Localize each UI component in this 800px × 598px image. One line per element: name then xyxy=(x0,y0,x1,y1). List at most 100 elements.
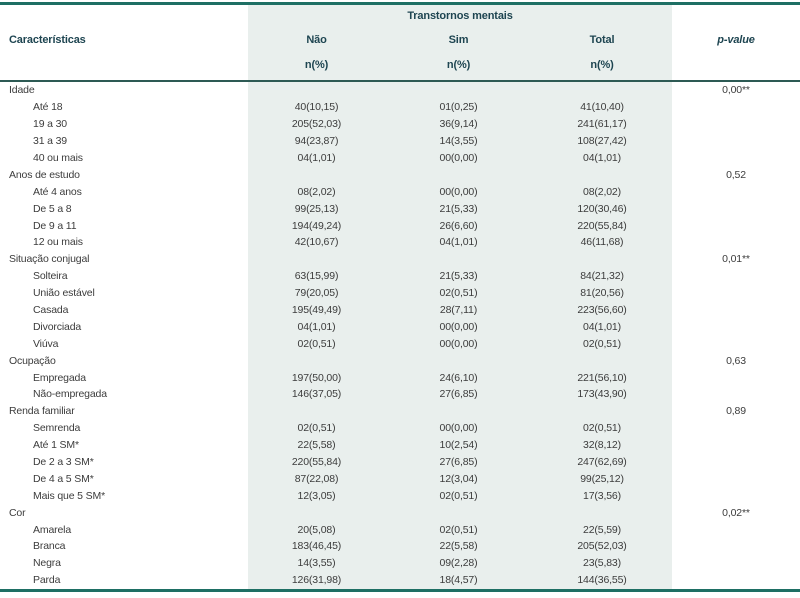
cell-sim: 01(0,25) xyxy=(439,101,478,114)
cell-sim: 24(6,10) xyxy=(439,371,478,384)
cell-total: 173(43,90) xyxy=(577,388,627,401)
cell-total: 32(8,12) xyxy=(583,439,621,452)
table-row: Casada 195(49,49) 28(7,11) 223(56,60) xyxy=(0,302,800,319)
row-label: Situação conjugal xyxy=(9,253,90,266)
cell-sim: 22(5,58) xyxy=(439,540,478,553)
cell-total: 247(62,69) xyxy=(577,456,627,469)
cell-p-value: 0,89 xyxy=(726,405,746,418)
row-label: Cor xyxy=(9,506,26,519)
row-label: Não-empregada xyxy=(33,388,107,401)
cell-nao: 195(49,49) xyxy=(291,304,342,317)
cell-sim: 02(0,51) xyxy=(439,489,478,502)
cell-total: 02(0,51) xyxy=(583,337,621,350)
row-label: De 9 a 11 xyxy=(33,219,77,232)
column-header-nao: Não xyxy=(306,34,327,46)
cell-total: 02(0,51) xyxy=(583,422,621,435)
row-label: Renda familiar xyxy=(9,405,75,418)
cell-total: 46(11,68) xyxy=(580,236,624,249)
row-label: 31 a 39 xyxy=(33,135,67,148)
subheader-total-npct: n(%) xyxy=(590,59,614,71)
cell-sim: 00(0,00) xyxy=(439,320,478,333)
table-row: De 5 a 8 99(25,13) 21(5,33) 120(30,46) xyxy=(0,200,800,217)
cell-nao: 12(3,05) xyxy=(297,489,336,502)
table-row: Branca 183(46,45) 22(5,58) 205(52,03) xyxy=(0,538,800,555)
cell-sim: 00(0,00) xyxy=(439,152,478,164)
header-separator-rule xyxy=(0,80,800,82)
group-header-transtornos-mentais: Transtornos mentais xyxy=(407,10,513,22)
table-row: Amarela 20(5,08) 02(0,51) 22(5,59) xyxy=(0,521,800,538)
cell-total: 221(56,10) xyxy=(577,371,627,384)
cell-sim: 36(9,14) xyxy=(439,118,478,131)
cell-p-value: 0,01** xyxy=(722,253,750,266)
cell-nao: 20(5,08) xyxy=(297,523,336,536)
row-label: De 5 a 8 xyxy=(33,202,72,215)
table-row: Semrenda 02(0,51) 00(0,00) 02(0,51) xyxy=(0,420,800,437)
row-label: Parda xyxy=(33,574,61,587)
cell-total: 84(21,32) xyxy=(580,270,624,283)
table-row: Negra 14(3,55) 09(2,28) 23(5,83) xyxy=(0,555,800,572)
row-label: Semrenda xyxy=(33,422,81,435)
column-header-total: Total xyxy=(589,34,615,46)
cell-sim: 18(4,57) xyxy=(439,574,478,587)
table-row: 19 a 30 205(52,03) 36(9,14) 241(61,17) xyxy=(0,116,800,133)
table-section-row: Ocupação 0,63 xyxy=(0,352,800,369)
cell-sim: 02(0,51) xyxy=(439,523,478,536)
table-row: Empregada 197(50,00) 24(6,10) 221(56,10) xyxy=(0,369,800,386)
row-label: Idade xyxy=(9,84,35,97)
cell-sim: 27(6,85) xyxy=(439,456,478,469)
cell-sim: 12(3,04) xyxy=(439,472,478,485)
table-row: Parda 126(31,98) 18(4,57) 144(36,55) xyxy=(0,572,800,589)
cell-nao: 04(1,01) xyxy=(297,152,336,164)
cell-nao: 99(25,13) xyxy=(294,202,339,215)
table-row: Viúva 02(0,51) 00(0,00) 02(0,51) xyxy=(0,335,800,352)
cell-sim: 00(0,00) xyxy=(439,185,478,198)
column-shading-band xyxy=(248,5,672,589)
cell-nao: 183(46,45) xyxy=(291,540,342,553)
cell-total: 241(61,17) xyxy=(577,118,627,131)
table-top-border xyxy=(0,2,800,5)
cell-total: 23(5,83) xyxy=(583,557,621,570)
row-label: Branca xyxy=(33,540,66,553)
row-label: Viúva xyxy=(33,337,59,350)
row-label: Mais que 5 SM* xyxy=(33,489,106,502)
row-label: De 4 a 5 SM* xyxy=(33,472,94,485)
table-section-row: Cor 0,02** xyxy=(0,504,800,521)
cell-sim: 21(5,33) xyxy=(439,202,478,215)
row-label: 12 ou mais xyxy=(33,236,83,249)
row-label: Solteira xyxy=(33,270,68,283)
cell-sim: 14(3,55) xyxy=(439,135,478,148)
table-row: Não-empregada 146(37,05) 27(6,85) 173(43,90… xyxy=(0,386,800,403)
row-label: Anos de estudo xyxy=(9,168,80,181)
cell-total: 04(1,01) xyxy=(583,320,621,333)
table-row: 12 ou mais 42(10,67) 04(1,01) 46(11,68) xyxy=(0,234,800,251)
table-row: Divorciada 04(1,01) 00(0,00) 04(1,01) xyxy=(0,318,800,335)
cell-nao: 79(20,05) xyxy=(294,287,339,300)
subheader-row: n(%) n(%) n(%) xyxy=(0,59,800,71)
table-row: 31 a 39 94(23,87) 14(3,55) 108(27,42) xyxy=(0,133,800,150)
cell-total: 205(52,03) xyxy=(577,540,627,553)
cell-nao: 126(31,98) xyxy=(291,574,342,587)
table-row: Solteira 63(15,99) 21(5,33) 84(21,32) xyxy=(0,268,800,285)
subheader-spacer xyxy=(672,59,800,71)
cell-nao: 205(52,03) xyxy=(291,118,342,131)
cell-nao: 94(23,87) xyxy=(294,135,339,148)
cell-total: 04(1,01) xyxy=(583,152,621,164)
table-row: Até 4 anos 08(2,02) 00(0,00) 08(2,02) xyxy=(0,183,800,200)
row-label: Amarela xyxy=(33,523,72,536)
table-row: União estável 79(20,05) 02(0,51) 81(20,56) xyxy=(0,285,800,302)
cell-nao: 22(5,58) xyxy=(297,439,336,452)
row-label: Negra xyxy=(33,557,61,570)
column-header-row: Características Não Sim Total p-value xyxy=(0,34,800,46)
table-section-row: Anos de estudo 0,52 xyxy=(0,166,800,183)
table-row: Mais que 5 SM* 12(3,05) 02(0,51) 17(3,56) xyxy=(0,487,800,504)
row-label: 19 a 30 xyxy=(33,118,67,131)
subheader-spacer xyxy=(0,59,248,71)
row-label: Divorciada xyxy=(33,320,82,333)
table-section-row: Situação conjugal 0,01** xyxy=(0,251,800,268)
cell-total: 22(5,59) xyxy=(583,523,621,536)
cell-nao: 08(2,02) xyxy=(297,185,336,198)
cell-sim: 09(2,28) xyxy=(439,557,478,570)
cell-nao: 04(1,01) xyxy=(297,320,336,333)
cell-nao: 14(3,55) xyxy=(297,557,336,570)
